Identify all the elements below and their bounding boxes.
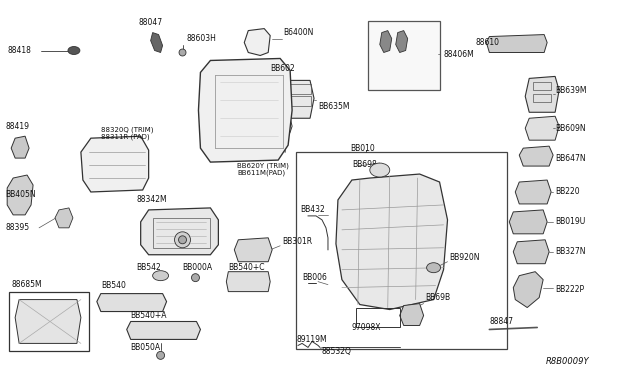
Polygon shape: [244, 29, 270, 55]
Polygon shape: [513, 240, 549, 264]
Text: BB542: BB542: [137, 263, 161, 272]
Text: BB620Y (TRIM): BB620Y (TRIM): [237, 163, 289, 169]
Circle shape: [175, 232, 191, 248]
Ellipse shape: [370, 163, 390, 177]
Bar: [533, 94, 551, 102]
Text: BB050A: BB050A: [131, 343, 161, 352]
Text: 88532Q: 88532Q: [322, 347, 352, 356]
Text: 88847: 88847: [490, 317, 513, 326]
Polygon shape: [400, 304, 424, 326]
Polygon shape: [234, 238, 272, 262]
Text: BB540+A: BB540+A: [131, 311, 167, 320]
Polygon shape: [150, 33, 163, 52]
Text: BB220: BB220: [555, 187, 580, 196]
Text: BB698: BB698: [352, 160, 376, 169]
Ellipse shape: [68, 46, 80, 54]
Text: 88047: 88047: [139, 18, 163, 27]
Text: BB647N: BB647N: [555, 154, 586, 163]
Polygon shape: [15, 299, 81, 343]
Polygon shape: [243, 61, 258, 76]
Polygon shape: [198, 58, 292, 162]
Circle shape: [191, 274, 200, 282]
Text: 88603H: 88603H: [186, 34, 216, 43]
Text: BB006: BB006: [302, 273, 327, 282]
Bar: [283, 84, 311, 94]
Text: 88418: 88418: [7, 46, 31, 55]
Bar: [356, 308, 400, 327]
Polygon shape: [336, 174, 447, 310]
Text: 88406M: 88406M: [444, 50, 474, 59]
Polygon shape: [519, 146, 553, 166]
Text: BB635M: BB635M: [318, 102, 349, 111]
Text: BB69B: BB69B: [426, 293, 451, 302]
Text: R8B0009Y: R8B0009Y: [545, 357, 589, 366]
Text: BB301R: BB301R: [282, 237, 312, 246]
Text: 97098X: 97098X: [352, 323, 381, 332]
Text: BB920N: BB920N: [449, 253, 480, 262]
Ellipse shape: [427, 263, 440, 273]
Text: BB010: BB010: [350, 144, 374, 153]
Bar: [9, 292, 89, 352]
Polygon shape: [11, 136, 29, 158]
Text: 88419: 88419: [5, 122, 29, 131]
Polygon shape: [380, 31, 392, 52]
Text: BB405N: BB405N: [5, 190, 36, 199]
Ellipse shape: [152, 271, 168, 280]
Polygon shape: [509, 210, 547, 234]
Polygon shape: [7, 175, 33, 215]
Polygon shape: [127, 321, 200, 339]
Bar: [368, 20, 440, 90]
Text: BB000A: BB000A: [182, 263, 212, 272]
Text: B6400N: B6400N: [283, 28, 314, 37]
Bar: [533, 82, 551, 90]
Text: BB540: BB540: [101, 281, 125, 290]
Circle shape: [179, 49, 186, 56]
Text: 88685M: 88685M: [11, 280, 42, 289]
Polygon shape: [227, 272, 270, 292]
Polygon shape: [525, 116, 559, 140]
Polygon shape: [515, 180, 551, 204]
Text: 88311R (PAD): 88311R (PAD): [101, 134, 150, 141]
Text: BB327N: BB327N: [555, 247, 586, 256]
Polygon shape: [55, 208, 73, 228]
Text: BB019U: BB019U: [555, 217, 586, 227]
Circle shape: [179, 236, 186, 244]
Polygon shape: [97, 294, 166, 311]
Polygon shape: [81, 136, 148, 192]
Polygon shape: [396, 31, 408, 52]
Text: 88610: 88610: [476, 38, 499, 47]
Polygon shape: [513, 272, 543, 308]
Text: BB609N: BB609N: [555, 124, 586, 133]
Bar: [296, 152, 508, 349]
Text: 89119M: 89119M: [296, 335, 326, 344]
Bar: [283, 96, 311, 106]
Text: BB611M(PAD): BB611M(PAD): [237, 170, 285, 176]
Text: BB540+C: BB540+C: [228, 263, 265, 272]
Text: BB602: BB602: [270, 64, 295, 73]
Text: BB432: BB432: [300, 205, 325, 214]
Polygon shape: [525, 76, 559, 112]
Text: 88342M: 88342M: [137, 195, 167, 205]
Text: 88320Q (TRIM): 88320Q (TRIM): [101, 127, 154, 134]
Polygon shape: [486, 35, 547, 52]
Text: BB222P: BB222P: [555, 285, 584, 294]
Text: BB639M: BB639M: [555, 86, 587, 95]
Polygon shape: [141, 208, 218, 255]
Circle shape: [157, 352, 164, 359]
Polygon shape: [276, 80, 314, 118]
Text: 88395: 88395: [5, 223, 29, 232]
Bar: [152, 218, 211, 248]
